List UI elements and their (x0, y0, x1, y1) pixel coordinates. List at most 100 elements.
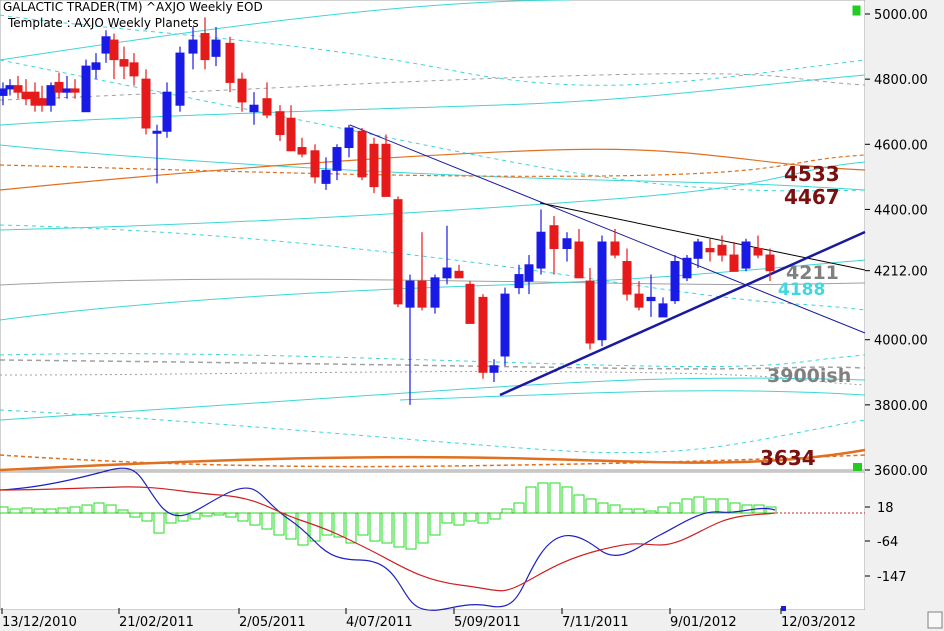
candle-up (489, 365, 499, 373)
macd-histogram-bar (117, 509, 129, 514)
planet-line (0, 454, 866, 468)
macd-histogram-bar (609, 504, 621, 514)
macd-histogram-bar (189, 512, 201, 520)
macd-histogram-bar (381, 512, 393, 544)
candles (0, 17, 775, 405)
candle-up (500, 293, 510, 357)
macd-histogram-bar (345, 512, 357, 544)
macd-histogram-bar (0, 506, 9, 514)
candle-down (574, 241, 584, 279)
planet-line (0, 359, 866, 370)
macd-histogram-bar (333, 512, 345, 538)
candle-down (286, 117, 296, 152)
macd-histogram-bar (69, 506, 81, 514)
panel-resize-handle[interactable] (851, 4, 862, 17)
x-tick-label: 4/07/2011 (346, 615, 413, 630)
level-label: 4188 (778, 280, 825, 300)
macd-histogram-bar (177, 512, 189, 522)
candle-up (211, 39, 221, 57)
macd-histogram-bar (285, 512, 297, 540)
candle-down (37, 98, 47, 106)
macd-histogram-bar (537, 482, 549, 514)
template-label: Template : AXJO Weekly Planets (7, 16, 199, 30)
planet-line (0, 409, 866, 454)
planet-line (0, 448, 866, 472)
macd-histogram-bar (273, 512, 285, 536)
macd-histogram-bar (453, 512, 465, 526)
candle-up (62, 88, 72, 93)
macd-histogram-bar (321, 512, 333, 536)
resistance-line (539, 202, 866, 271)
fit-to-window-button[interactable] (927, 611, 943, 629)
candle-up (0, 88, 8, 96)
planet-line (0, 377, 866, 421)
macd-histogram-bar (489, 512, 501, 520)
macd-histogram-bar (81, 504, 93, 514)
panel-splitter-handle[interactable] (853, 463, 862, 471)
y-tick-label: 3800.00 (874, 399, 928, 414)
candle-up (524, 264, 534, 282)
candle-up (101, 36, 111, 54)
candle-down (54, 81, 64, 93)
candle-up (693, 241, 703, 259)
macd-histogram-bar (21, 507, 33, 514)
candle-down (141, 78, 151, 129)
macd-histogram-bar (597, 502, 609, 514)
macd-y-tick-label: 18 (877, 501, 894, 516)
macd-histogram-bar (477, 512, 489, 524)
candle-up (46, 85, 56, 106)
level-label: 3634 (760, 446, 816, 470)
candle-up (646, 296, 656, 302)
price-y-axis: 5000.00 4800.00 4600.00 4400.00 4212.00 4000.… (865, 8, 928, 479)
macd-histogram-bar (441, 512, 453, 524)
candle-down (109, 39, 119, 61)
y-axis-area (865, 0, 944, 610)
candle-down (297, 147, 307, 155)
x-axis: 13/12/2010 21/02/2011 2/05/2011 4/07/2011 5/… (1, 608, 856, 630)
candle-up (5, 85, 15, 90)
macd-histogram-bar (261, 512, 273, 530)
candle-down (200, 33, 210, 61)
macd-histogram-bar (585, 498, 597, 514)
x-scroll-marker[interactable] (781, 606, 786, 611)
x-tick-label: 7/11/2011 (562, 615, 629, 630)
candle-down (262, 98, 272, 116)
candle-up (249, 104, 259, 113)
candle-down (465, 283, 475, 324)
candle-down (129, 62, 139, 77)
macd-histogram-bar (141, 512, 153, 522)
candle-up (81, 65, 91, 113)
candle-up (344, 127, 354, 149)
planet-line (0, 148, 866, 191)
candle-up (430, 277, 440, 308)
macd-histogram-bar (669, 502, 681, 514)
macd-histogram-bar (573, 494, 585, 514)
macd-histogram-bar (405, 512, 417, 550)
downtrend-line (349, 124, 866, 334)
level-label: 4467 (784, 185, 840, 209)
candle-down (70, 88, 80, 93)
planet-line (0, 224, 866, 311)
macd-panel (0, 471, 866, 611)
candle-up (597, 241, 607, 341)
planet-line (0, 154, 866, 177)
macd-histogram-bar (237, 512, 249, 522)
planet-line (0, 161, 866, 231)
candle-up (162, 91, 172, 132)
candle-down (275, 111, 285, 136)
symbol-title: ^AXJO Weekly EOD (146, 0, 263, 14)
candle-up (91, 62, 101, 70)
candle-down (729, 254, 739, 272)
macd-histogram-bar (729, 502, 741, 514)
candle-up (405, 280, 415, 308)
candle-down (13, 85, 23, 93)
macd-histogram-bar (165, 512, 177, 524)
macd-histogram-bar (657, 506, 669, 514)
candle-down (705, 248, 715, 253)
macd-histogram-bar (501, 508, 513, 514)
candle-down (765, 254, 775, 272)
y-tick-label: 3600.00 (874, 464, 928, 479)
planet-line (399, 390, 866, 401)
